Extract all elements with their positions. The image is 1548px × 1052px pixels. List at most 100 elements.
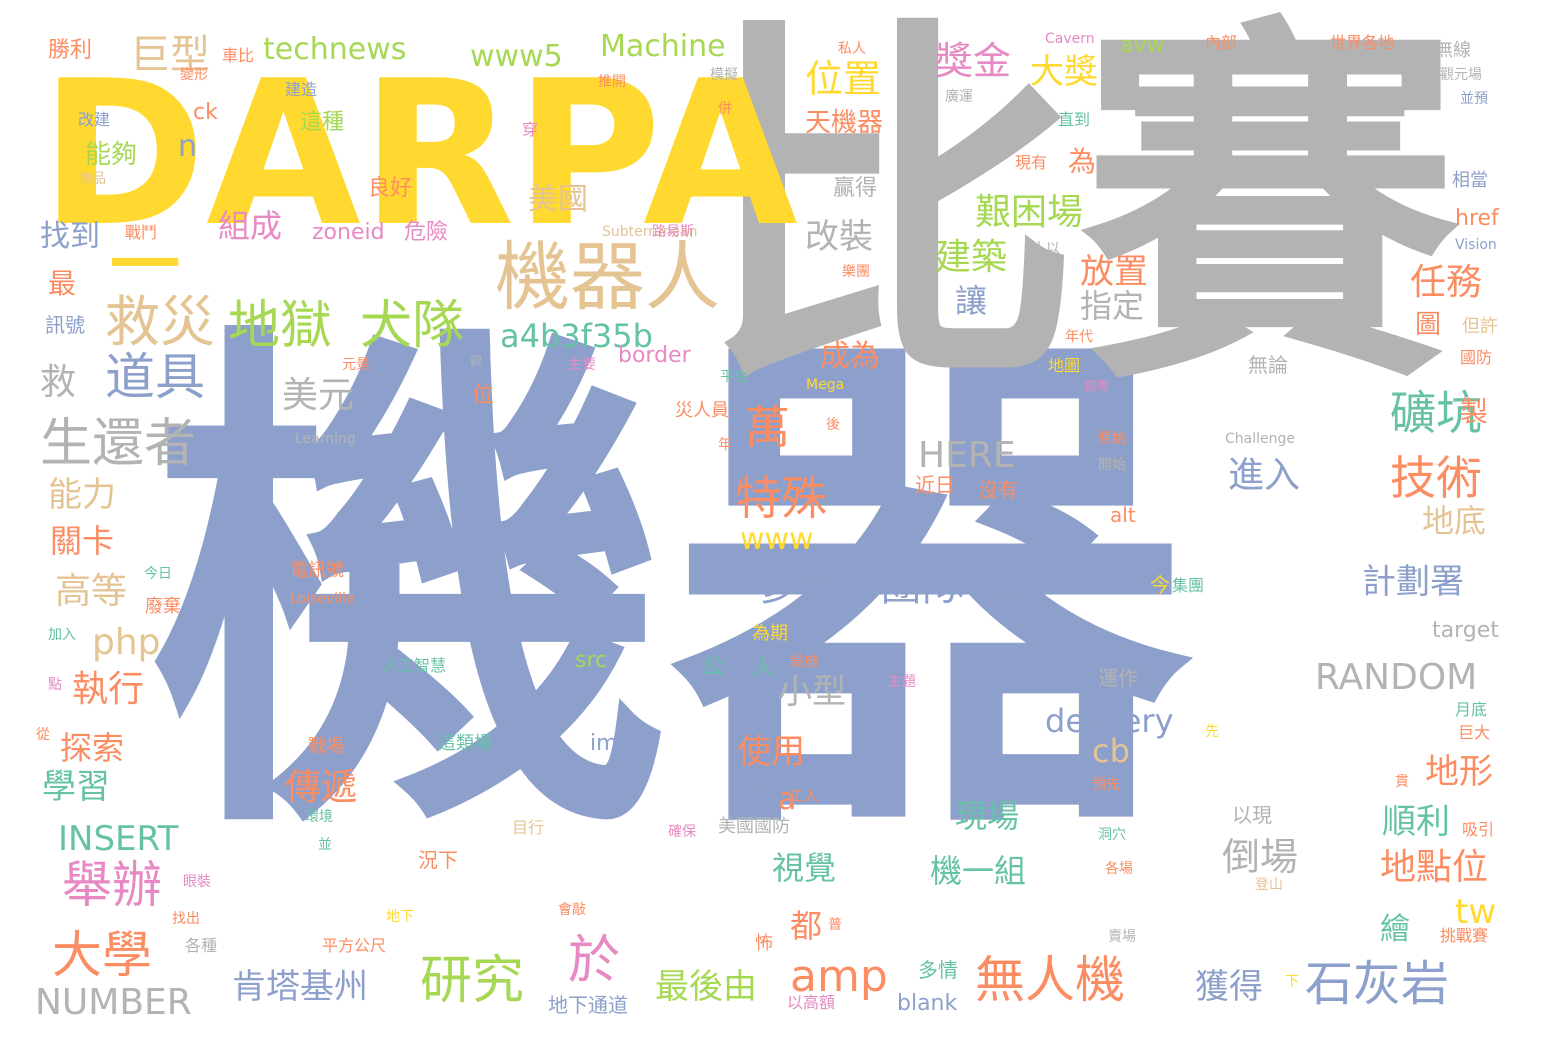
cloud-word: 國際 — [1085, 379, 1110, 393]
cloud-word: 巨大 — [1458, 723, 1491, 742]
cloud-word: 最後由 — [655, 967, 757, 1007]
cloud-word: 高等 — [55, 571, 128, 612]
cloud-word: 礦坑 — [1390, 386, 1482, 440]
cloud-word: 平台 — [720, 369, 748, 385]
cloud-word: Subterranean — [602, 224, 698, 240]
cloud-word: 為 — [1068, 145, 1097, 178]
cloud-word: 關卡 — [50, 522, 115, 560]
cloud-word: 生還者 — [40, 414, 197, 474]
cloud-word: alt — [1110, 503, 1136, 527]
cloud-word: HERE — [918, 435, 1016, 476]
cloud-word: 況下 — [418, 848, 458, 872]
cloud-word: 機器人 — [495, 233, 721, 321]
cloud-word: 主題 — [888, 674, 916, 690]
cloud-word: 贏得 — [833, 176, 878, 201]
cloud-word: 訊號 — [45, 313, 85, 337]
cloud-word: 元景 — [342, 357, 370, 373]
cloud-word: 執行 — [72, 669, 145, 710]
cloud-word: INSERT — [58, 819, 179, 859]
cloud-word: 機器 — [150, 287, 1190, 893]
cloud-word: 地點位 — [1380, 847, 1489, 888]
cloud-word: 先 — [1205, 724, 1219, 740]
cloud-word: 併 — [718, 101, 732, 117]
cloud-word: 研究 — [420, 951, 525, 1011]
cloud-word: 物品 — [78, 171, 106, 187]
cloud-word: 推開 — [598, 74, 626, 90]
cloud-word: 這類場 — [438, 733, 492, 754]
cloud-word: ck — [193, 100, 218, 125]
cloud-word: 地底 — [1422, 502, 1487, 540]
cloud-word: 現場 — [955, 797, 1020, 835]
cloud-word: 道具 — [105, 348, 205, 406]
cloud-word: 任務 — [1410, 262, 1483, 303]
cloud-word: DARPA — [40, 38, 798, 271]
cloud-word: 各場 — [1105, 861, 1133, 877]
cloud-word: tw — [1455, 892, 1497, 932]
cloud-word: 無論 — [1248, 353, 1288, 377]
cloud-word: 救 — [40, 362, 77, 403]
cloud-word: 參賽 — [755, 561, 840, 610]
cloud-word: 視覺 — [772, 849, 837, 887]
cloud-word: 救災 — [105, 290, 216, 354]
cloud-word: 現有 — [1015, 153, 1048, 172]
cloud-word: 組成 — [218, 207, 283, 245]
cloud-word: 團隊 — [880, 561, 965, 610]
cloud-word: 並預 — [1460, 91, 1488, 107]
cloud-word: 製 — [1460, 395, 1489, 428]
cloud-word: avw — [1120, 33, 1165, 58]
cloud-word: 觀元場 — [1440, 67, 1482, 83]
cloud-word: php — [92, 622, 161, 663]
cloud-word: 年代 — [1065, 329, 1093, 345]
cloud-word: 無線 — [1435, 40, 1471, 61]
cloud-word: 機一組 — [930, 852, 1027, 890]
cloud-word: 改裝 — [805, 217, 873, 257]
cloud-word: 路易斯 — [652, 224, 694, 240]
cloud-word: 今 — [1150, 573, 1170, 597]
cloud-word: 無人機 — [975, 951, 1125, 1009]
cloud-word: 工人 — [790, 789, 818, 805]
cloud-word: 下 — [1285, 974, 1299, 990]
cloud-word: 點 — [48, 677, 62, 693]
cloud-word: 良好 — [368, 176, 413, 201]
cloud-word: 石灰岩 — [1305, 956, 1450, 1012]
cloud-word: 天機器 — [805, 108, 884, 138]
cloud-word: 放置 — [1080, 252, 1148, 292]
cloud-word: 運作 — [1098, 666, 1138, 690]
cloud-word: 萬 — [745, 401, 791, 454]
cloud-word: 公 — [702, 655, 725, 680]
cloud-word: 確保 — [668, 824, 696, 840]
cloud-word: 世界各地 — [1330, 33, 1395, 52]
cloud-word: 災人員 — [675, 400, 729, 421]
cloud-word: 計劃署 — [1362, 562, 1464, 602]
cloud-word: 月底 — [1455, 700, 1488, 719]
cloud-word: 人以 — [1032, 241, 1060, 257]
cloud-word: href — [1455, 206, 1499, 231]
cloud-word: technews — [263, 32, 407, 67]
cloud-word: 觀 — [470, 354, 483, 368]
cloud-word: 能夠 — [85, 140, 138, 170]
cloud-word: 指定 — [1080, 287, 1145, 325]
cloud-word: 模擬 — [710, 67, 738, 83]
cloud-word: 設施 — [790, 654, 818, 670]
cloud-word: 面積 — [750, 779, 778, 795]
cloud-word: 肯塔基州 — [232, 967, 368, 1007]
cloud-word: Vision — [1455, 237, 1497, 253]
cloud-word: 使用 — [737, 732, 805, 772]
cloud-word: 車比 — [222, 46, 255, 65]
cloud-word: 變形 — [180, 67, 208, 83]
cloud-word: 但許 — [1462, 316, 1498, 337]
cloud-word: 從 — [36, 727, 50, 743]
cloud-word: 成為 — [820, 339, 880, 374]
cloud-word: 電訊號 — [290, 560, 344, 581]
cloud-word: 地下 — [386, 909, 414, 925]
cloud-word: 怖 — [755, 933, 773, 954]
cloud-word: 集團 — [1172, 576, 1205, 595]
cloud-word: 圖 — [1415, 310, 1442, 340]
cloud-word: www5 — [470, 39, 563, 74]
cloud-word: 美元 — [282, 375, 355, 416]
cloud-word: 環境 — [305, 809, 333, 825]
cloud-word: 舉辦 — [62, 856, 162, 914]
cloud-word: 地圖 — [1048, 356, 1081, 375]
cloud-word: 眼裝 — [183, 874, 211, 890]
cloud-word: 開閱 — [985, 583, 1021, 604]
